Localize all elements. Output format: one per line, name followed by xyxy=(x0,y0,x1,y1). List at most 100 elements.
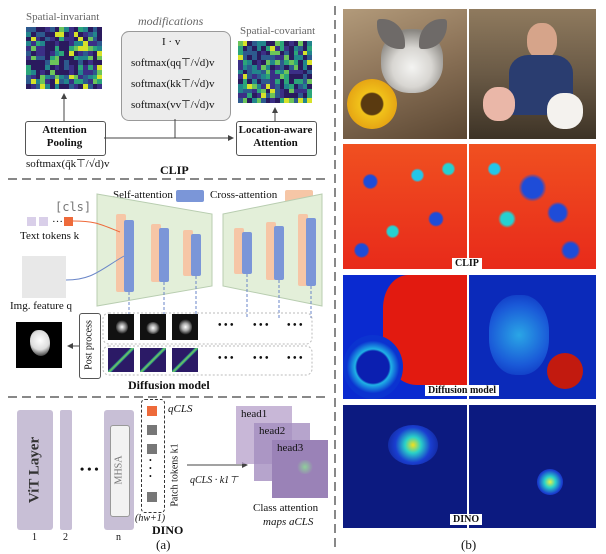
heatmap-cell xyxy=(26,74,31,80)
heatmap-cell xyxy=(59,36,65,42)
heatmap-cell xyxy=(284,69,290,75)
heatmap-cell xyxy=(279,45,285,51)
heatmap-cell xyxy=(97,41,102,47)
heatmap-cell xyxy=(238,79,243,85)
heatmap-cell xyxy=(68,36,74,42)
heatmap-cell xyxy=(35,50,41,56)
heatmap-cell xyxy=(251,74,257,80)
heatmap-cell xyxy=(30,31,36,37)
heatmap-cell xyxy=(87,55,93,61)
heatmap-cell xyxy=(87,84,93,89)
heatmap-cell xyxy=(279,83,285,89)
heatmap-cell xyxy=(247,88,253,94)
heatmap-cell xyxy=(261,45,267,51)
cat-photo xyxy=(343,9,467,139)
heatmap-cell xyxy=(92,60,98,66)
attn-thumb-3 xyxy=(172,314,198,340)
heatmap-cell xyxy=(26,60,31,66)
heatmap-cell xyxy=(78,27,84,32)
heatmap-cell xyxy=(270,45,276,51)
heatmap-cell xyxy=(302,45,308,51)
heatmap-cell xyxy=(302,83,308,89)
heatmap-cell xyxy=(87,41,93,47)
heatmap-cell xyxy=(265,50,271,56)
heatmap-cell xyxy=(307,45,312,51)
heatmap-cell xyxy=(45,79,50,85)
heatmap-cell xyxy=(298,50,304,56)
heatmap-cell xyxy=(284,88,290,94)
heatmap-cell xyxy=(293,83,299,89)
attn-matrix-2 xyxy=(140,348,166,372)
heatmap-cell xyxy=(279,88,285,94)
heatmap-cell xyxy=(247,83,253,89)
heatmap-cell xyxy=(302,60,308,66)
heatmap-cell xyxy=(288,69,294,75)
heatmap-cell xyxy=(265,64,271,70)
heatmap-cell xyxy=(238,55,243,61)
heatmap-cell xyxy=(275,88,280,94)
heatmap-cell xyxy=(238,88,243,94)
heatmap-cell xyxy=(97,31,102,37)
attention-pooling-box xyxy=(25,121,106,156)
heatmap-cell xyxy=(284,55,290,61)
heatmap-cell xyxy=(270,79,276,85)
heatmap-cell xyxy=(293,64,299,70)
heatmap-cell xyxy=(87,79,93,85)
heatmap-cell xyxy=(298,64,304,70)
heatmap-cell xyxy=(78,74,84,80)
head2-label: head2 xyxy=(259,425,286,437)
q-cls-label: qCLS xyxy=(168,403,193,415)
attn-matrix-ellipsis-2: • • • xyxy=(253,353,269,364)
heatmap-cell xyxy=(242,64,248,70)
heatmap-cell xyxy=(247,69,253,75)
heatmap-cell xyxy=(275,55,280,61)
heatmap-cell xyxy=(284,79,290,85)
heatmap-cell xyxy=(92,65,98,71)
heatmap-cell xyxy=(83,36,88,42)
heatmap-cell xyxy=(35,60,41,66)
diffusion-output-mask xyxy=(16,322,62,368)
heatmap-cell xyxy=(35,74,41,80)
heatmap-cell xyxy=(256,64,262,70)
heatmap-cell xyxy=(49,65,55,71)
heatmap-cell xyxy=(40,36,46,42)
heatmap-cell xyxy=(302,41,308,46)
heatmap-cell xyxy=(35,79,41,85)
heatmap-cell xyxy=(68,46,74,52)
heatmap-cell xyxy=(49,36,55,42)
heatmap-cell xyxy=(83,50,88,56)
dino-heatmap-family xyxy=(469,405,596,528)
heatmap-cell xyxy=(261,60,267,66)
heatmap-cell xyxy=(45,41,50,47)
heatmap-cell xyxy=(78,50,84,56)
heatmap-cell xyxy=(78,60,84,66)
heatmap-cell xyxy=(242,69,248,75)
heatmap-cell xyxy=(73,46,79,52)
heatmap-cell xyxy=(238,69,243,75)
heatmap-cell xyxy=(40,79,46,85)
heatmap-cell xyxy=(83,55,88,61)
heatmap-cell xyxy=(265,55,271,61)
heatmap-cell xyxy=(288,79,294,85)
heatmap-cell xyxy=(92,55,98,61)
heatmap-cell xyxy=(238,45,243,51)
heatmap-cell xyxy=(40,41,46,47)
heatmap-cell xyxy=(288,55,294,61)
location-aware-label: Location-aware Attention xyxy=(236,124,315,150)
heatmap-cell xyxy=(68,27,74,32)
class-attention-label: Class attention xyxy=(253,502,319,514)
img-feature-label: Img. feature q xyxy=(10,300,72,312)
heatmap-cell xyxy=(73,55,79,61)
heatmap-cell xyxy=(275,83,280,89)
heatmap-cell xyxy=(293,69,299,75)
cls-token xyxy=(147,406,157,416)
vit-layer-label: ViT Layer xyxy=(26,436,43,504)
heatmap-cell xyxy=(49,55,55,61)
clip-formula: softmax(q̄k⊤/√d)v xyxy=(26,158,110,170)
heatmap-cell xyxy=(45,50,50,56)
text-token-dots: … xyxy=(52,213,63,225)
heatmap-cell xyxy=(288,83,294,89)
heatmap-cell xyxy=(302,98,308,103)
heatmap-cell xyxy=(92,31,98,37)
head3-label: head3 xyxy=(277,442,304,454)
